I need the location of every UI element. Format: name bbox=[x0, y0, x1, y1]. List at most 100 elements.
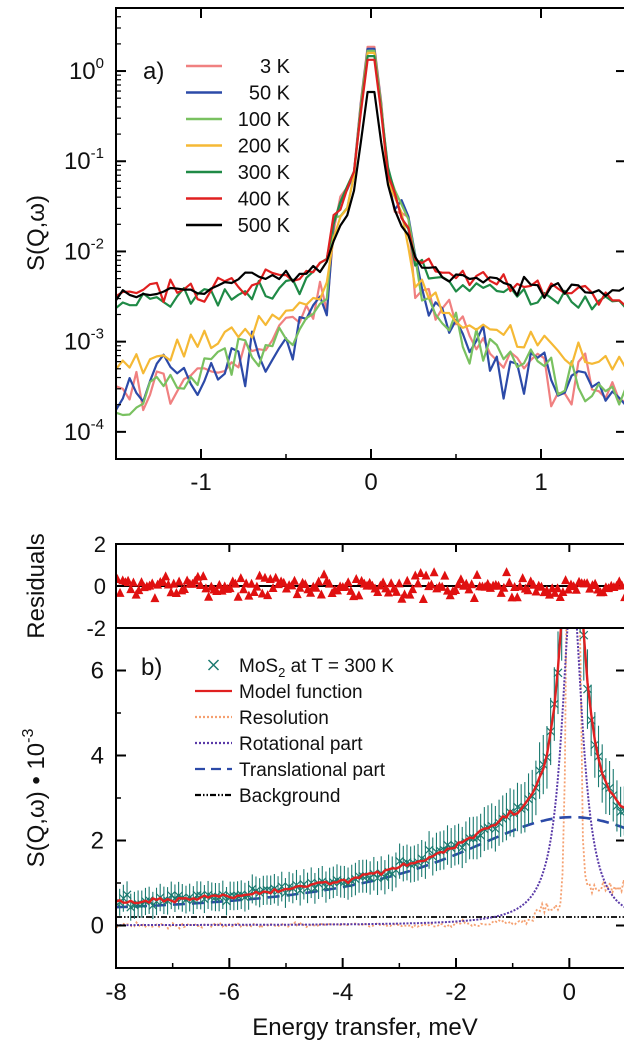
y-tick-label: 10-4 bbox=[64, 416, 104, 446]
panel-residuals: -2 0 2 Residuals bbox=[23, 532, 624, 641]
residual-point bbox=[290, 575, 299, 585]
legend-label: Background bbox=[239, 786, 340, 807]
residual-point bbox=[408, 584, 418, 594]
residual-point bbox=[260, 572, 270, 582]
residual-point bbox=[150, 593, 160, 603]
y-tick-label: 10-3 bbox=[64, 326, 104, 356]
residual-point bbox=[392, 586, 401, 596]
residual-point bbox=[553, 583, 563, 593]
residual-point bbox=[166, 587, 176, 597]
residual-point bbox=[292, 589, 302, 599]
residual-point bbox=[571, 584, 581, 594]
y-tick-label: 10-2 bbox=[64, 235, 104, 265]
panel-b-axes: -8 -6 -4 -2 0 0 2 4 6 bbox=[91, 544, 624, 1006]
legend-label: MoS2 at T = 300 K bbox=[239, 656, 394, 680]
panel-b-plot-area bbox=[116, 628, 624, 930]
residual-point bbox=[620, 593, 624, 602]
residual-point bbox=[426, 579, 436, 589]
data-point bbox=[163, 896, 172, 906]
model-function-line bbox=[116, 628, 624, 905]
residual-point bbox=[383, 587, 393, 597]
legend-label: Resolution bbox=[239, 708, 329, 729]
residual-point bbox=[523, 585, 533, 595]
residual-point bbox=[179, 583, 189, 593]
residual-point bbox=[413, 578, 423, 588]
data-point bbox=[424, 845, 434, 855]
residuals-y-axis-label: Residuals bbox=[23, 533, 50, 638]
y-tick-label: 2 bbox=[94, 532, 106, 557]
residual-point bbox=[225, 583, 235, 593]
residual-point bbox=[255, 570, 265, 580]
x-tick-label: -6 bbox=[219, 979, 240, 1006]
data-point bbox=[122, 890, 132, 900]
residual-point bbox=[469, 593, 479, 603]
residual-point bbox=[418, 594, 428, 604]
series-line bbox=[116, 49, 624, 417]
residual-point bbox=[617, 580, 624, 590]
residual-point bbox=[263, 590, 273, 600]
residual-point bbox=[233, 591, 243, 601]
residual-point bbox=[123, 575, 133, 585]
residual-point bbox=[499, 582, 509, 592]
x-tick-label: -1 bbox=[190, 469, 211, 496]
legend-label: 400 K bbox=[238, 189, 291, 211]
residual-point bbox=[373, 587, 383, 597]
x-tick-label: 1 bbox=[534, 469, 547, 496]
residual-point bbox=[558, 587, 568, 597]
residual-point bbox=[494, 580, 503, 590]
residual-point bbox=[351, 573, 361, 583]
residual-point bbox=[311, 582, 321, 592]
legend-label: 100 K bbox=[238, 109, 291, 131]
residual-point bbox=[236, 573, 246, 583]
residual-point bbox=[467, 579, 477, 589]
residual-point bbox=[268, 582, 278, 592]
residual-point bbox=[453, 579, 463, 589]
residual-point bbox=[247, 578, 257, 588]
residual-point bbox=[402, 575, 412, 585]
residual-point bbox=[451, 584, 461, 594]
panel-a-plot-area bbox=[116, 45, 624, 417]
legend-label: 300 K bbox=[238, 162, 291, 184]
panel-a-axes: -1 0 1 10-4 10-3 10-2 10-1 100 bbox=[64, 7, 624, 496]
legend-label: 500 K bbox=[238, 215, 291, 237]
residual-point bbox=[271, 572, 281, 582]
residual-point bbox=[249, 587, 259, 597]
panel-a-label: a) bbox=[143, 58, 164, 85]
series-line bbox=[116, 54, 624, 311]
data-point bbox=[188, 895, 198, 905]
data-point bbox=[350, 874, 360, 884]
residual-point bbox=[319, 569, 329, 579]
panel-a-frame bbox=[115, 7, 624, 460]
y-tick-label: 2 bbox=[91, 828, 104, 855]
residual-point bbox=[437, 581, 447, 591]
residual-point bbox=[230, 578, 240, 588]
residual-point bbox=[502, 567, 512, 577]
data-point bbox=[211, 892, 220, 902]
residual-point bbox=[378, 577, 388, 587]
residual-point bbox=[550, 587, 560, 597]
residual-point bbox=[410, 570, 420, 580]
residual-point bbox=[147, 578, 157, 588]
residual-point bbox=[257, 588, 267, 598]
data-point bbox=[222, 896, 231, 906]
residual-point bbox=[515, 581, 525, 591]
x-axis-label: Energy transfer, meV bbox=[252, 1014, 477, 1041]
legend-label: 3 K bbox=[260, 56, 291, 78]
data-point bbox=[295, 885, 305, 895]
legend-label: Model function bbox=[239, 682, 363, 703]
residual-point bbox=[440, 570, 450, 580]
residual-point bbox=[512, 592, 522, 602]
residual-point bbox=[429, 567, 439, 577]
residual-point bbox=[324, 578, 334, 588]
data-point bbox=[310, 883, 320, 893]
x-tick-label: -2 bbox=[445, 979, 466, 1006]
x-tick-label: -8 bbox=[105, 979, 126, 1006]
y-tick-label: 0 bbox=[94, 574, 106, 599]
panel-b-y-axis-label: S(Q,ω) • 10-3 bbox=[20, 729, 50, 868]
residual-point bbox=[531, 586, 541, 596]
rotational-line bbox=[116, 628, 624, 927]
residual-point bbox=[239, 584, 248, 594]
residual-point bbox=[287, 580, 297, 590]
residuals-plot-area bbox=[116, 567, 624, 604]
